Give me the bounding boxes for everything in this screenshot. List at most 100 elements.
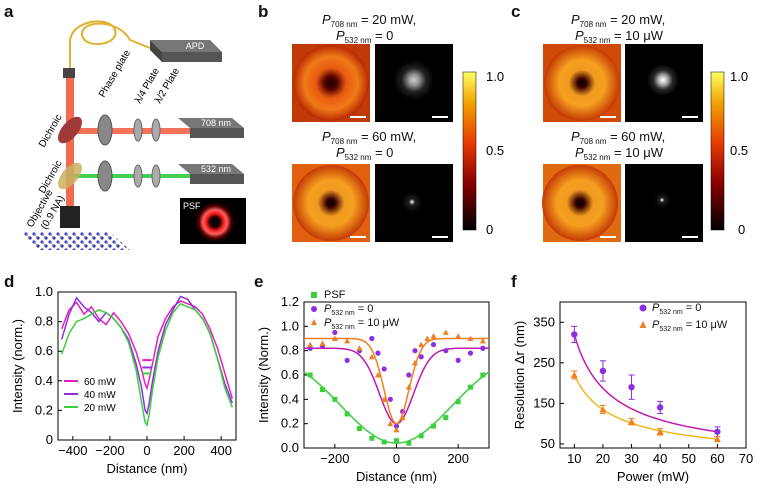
d-xtick-label: 200 xyxy=(173,443,195,458)
panel-letter-d: d xyxy=(4,272,15,291)
b-top-line2: P532 nm = 0 xyxy=(336,28,394,46)
f-point-p10 xyxy=(656,428,664,435)
f-point-p0 xyxy=(656,404,664,411)
panel-b-images: 1.0 0.5 0 xyxy=(292,44,504,242)
e-point-psf xyxy=(381,439,387,445)
panel-letter-c: c xyxy=(511,2,521,21)
b-scalebar-4 xyxy=(432,236,448,238)
e-point-p10 xyxy=(467,335,474,341)
e-legend-marker-psf xyxy=(311,292,317,298)
panel-letter-a: a xyxy=(4,2,14,21)
e-ytick-label: 0.0 xyxy=(281,440,299,455)
b-donut-20mw xyxy=(293,45,369,121)
e-point-psf xyxy=(369,435,375,441)
e-point-p0 xyxy=(443,348,449,354)
e-point-p0 xyxy=(369,335,375,342)
e-point-p10 xyxy=(381,396,388,402)
d-xlabel: Distance (nm) xyxy=(107,461,188,476)
panel-letter-b: b xyxy=(258,2,269,21)
b-scalebar-3 xyxy=(350,236,366,238)
psf-inset-image xyxy=(195,202,235,242)
c-bot-line2: P532 nm = 10 μW xyxy=(575,145,664,163)
e-legend-marker-p10 xyxy=(311,319,317,325)
e-point-p10 xyxy=(307,341,314,348)
e-legend-p0: P532 nm = 0 xyxy=(324,303,374,317)
e-xtick-label: 200 xyxy=(447,451,469,466)
e-ylabel: Intensity (Norm.) xyxy=(256,327,271,423)
e-point-p0 xyxy=(344,357,350,363)
dichroic-1-mirror xyxy=(58,116,82,144)
dichroic-2-mirror xyxy=(58,162,82,190)
b-cbar-tick-05: 0.5 xyxy=(486,143,504,158)
half-plate-green xyxy=(151,164,161,188)
f-point-p10 xyxy=(570,371,578,378)
c-spot-60mw xyxy=(654,192,670,208)
b-scalebar-2 xyxy=(432,116,448,118)
c-spot-20mw xyxy=(647,64,679,96)
e-point-psf xyxy=(344,411,350,417)
red-beam-vertical xyxy=(66,78,74,226)
f-xtick-label: 40 xyxy=(653,451,667,466)
e-ytick-label: 1.2 xyxy=(281,294,299,309)
f-xtick-label: 20 xyxy=(596,451,610,466)
f-legend-marker-p0 xyxy=(639,304,647,312)
b-scalebar-1 xyxy=(350,116,366,118)
e-point-p0 xyxy=(418,354,424,360)
e-point-psf xyxy=(406,440,412,446)
c-cbar-tick-0: 0 xyxy=(738,222,745,237)
fiber-coil xyxy=(69,20,151,49)
c-donut-60mw xyxy=(542,165,618,241)
f-point-p10 xyxy=(713,435,721,443)
e-point-p0 xyxy=(430,341,437,348)
e-fit-curve xyxy=(303,371,490,444)
b-cbar-tick-0: 0 xyxy=(486,222,493,237)
f-xtick-label: 50 xyxy=(682,451,696,466)
laser-532-front xyxy=(190,174,244,184)
b-bot-line1: P708 nm = 60 mW, xyxy=(322,129,417,147)
e-ytick-label: 1.0 xyxy=(281,318,299,333)
d-xtick-label: 0 xyxy=(143,443,150,458)
panel-letter-f: f xyxy=(511,272,517,291)
e-point-p10 xyxy=(418,341,425,348)
c-colorbar xyxy=(710,71,725,231)
e-point-psf xyxy=(357,426,362,432)
b-colorbar xyxy=(462,71,477,231)
d-legend-label: 40 mW xyxy=(84,390,116,401)
e-point-p10 xyxy=(368,353,375,360)
e-legend-marker-p0 xyxy=(311,306,317,312)
e-legend-p10: P532 nm = 10 μW xyxy=(324,317,400,331)
d-ylabel: Intensity (norm.) xyxy=(10,319,25,413)
e-point-p10 xyxy=(424,335,431,341)
phase-plate-red xyxy=(97,114,113,146)
e-point-p0 xyxy=(480,345,486,351)
d-legend-label: 20 mW xyxy=(84,403,116,414)
e-point-psf xyxy=(431,423,436,429)
d-series-line xyxy=(61,300,234,399)
e-point-psf xyxy=(307,372,313,378)
f-ylabel: Resolution Δr (nm) xyxy=(512,321,527,429)
e-point-p10 xyxy=(375,372,381,378)
e-point-p0 xyxy=(332,329,338,336)
e-point-p10 xyxy=(319,340,326,346)
f-fit-curve xyxy=(573,374,718,440)
laser-532-top xyxy=(178,164,244,174)
e-point-p0 xyxy=(412,348,418,354)
d-xtick-label: 400 xyxy=(210,443,232,458)
f-point-p0 xyxy=(628,383,635,391)
e-fit-curve xyxy=(304,347,489,425)
c-cbar-tick-1: 1.0 xyxy=(730,69,748,84)
b-cbar-tick-1: 1.0 xyxy=(486,69,504,84)
b-spot-60mw xyxy=(402,192,422,212)
d-ytick-label: 0.2 xyxy=(35,402,53,417)
e-fit-curve xyxy=(304,337,489,425)
d-ytick-label: 0 xyxy=(46,432,53,447)
e-xlabel: Distance (nm) xyxy=(356,469,437,484)
f-xtick-label: 70 xyxy=(739,451,753,466)
c-bot-line1: P708 nm = 60 mW, xyxy=(571,129,666,147)
c-scalebar-3 xyxy=(600,236,616,238)
laser-532-label: 532 nm xyxy=(201,164,231,174)
phase-plate-green xyxy=(97,160,113,192)
e-legend-psf: PSF xyxy=(324,289,346,301)
f-point-p0 xyxy=(599,367,607,375)
